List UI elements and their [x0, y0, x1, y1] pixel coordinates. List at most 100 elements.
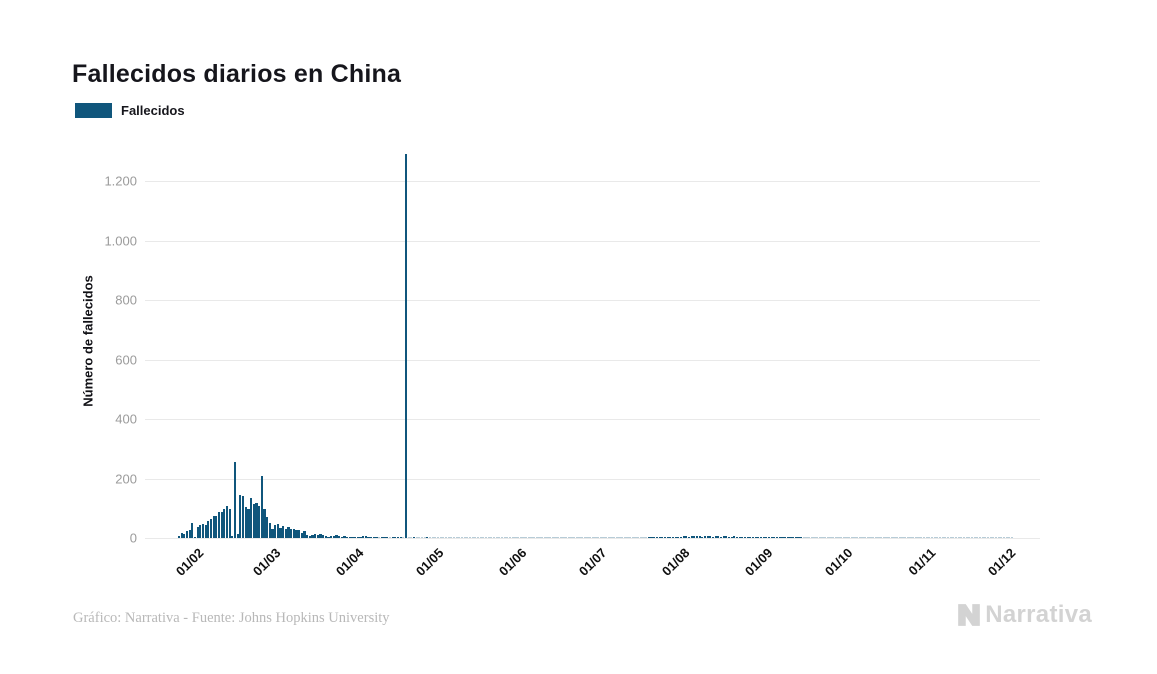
- bar: [615, 537, 618, 538]
- bar: [231, 535, 234, 538]
- bar: [383, 537, 386, 538]
- y-tick-label: 800: [115, 292, 137, 308]
- bar: [468, 537, 472, 538]
- bar: [717, 536, 720, 538]
- bar: [412, 537, 416, 538]
- bar: [783, 537, 787, 538]
- bar: [191, 523, 194, 538]
- bar: [1000, 537, 1003, 538]
- bar: [565, 537, 568, 538]
- bar: [338, 535, 341, 538]
- bar: [981, 537, 984, 538]
- bar: [805, 537, 808, 538]
- bar: [706, 535, 709, 538]
- bar: [274, 524, 277, 538]
- bar: [522, 537, 525, 538]
- bar: [698, 536, 701, 538]
- bar: [813, 537, 816, 538]
- bar: [797, 537, 800, 538]
- bar: [597, 537, 600, 538]
- bar: [722, 535, 725, 538]
- bar: [687, 536, 691, 538]
- bar: [516, 537, 520, 538]
- bar: [866, 537, 869, 538]
- bar: [816, 537, 819, 538]
- bar: [701, 536, 704, 538]
- bar: [626, 537, 629, 538]
- bar: [840, 537, 843, 538]
- bar: [960, 537, 963, 538]
- bar: [434, 537, 437, 538]
- bar: [370, 537, 373, 538]
- bar: [279, 527, 282, 538]
- bar: [541, 537, 544, 538]
- bar: [314, 534, 317, 538]
- bar: [586, 537, 589, 538]
- source-credit: Gráfico: Narrativa - Fuente: Johns Hopki…: [73, 610, 390, 626]
- bar: [290, 528, 293, 538]
- bar: [637, 537, 640, 538]
- bar: [848, 537, 851, 538]
- bar: [882, 537, 885, 538]
- bar: [583, 537, 586, 538]
- bar: [978, 537, 982, 538]
- bar: [335, 535, 338, 538]
- bar: [492, 537, 496, 538]
- bar: [354, 536, 357, 538]
- bar: [484, 537, 488, 538]
- bar: [500, 537, 504, 538]
- bar: [824, 537, 827, 538]
- bar: [759, 537, 763, 538]
- bar: [904, 537, 907, 538]
- bar: [671, 536, 675, 538]
- bar: [872, 537, 875, 538]
- bar: [922, 537, 926, 538]
- bar: [367, 536, 370, 538]
- bar: [877, 537, 880, 538]
- bar: [685, 535, 688, 538]
- bar: [682, 536, 685, 538]
- gridline: [145, 359, 1040, 361]
- bar: [800, 537, 803, 538]
- bar: [573, 537, 576, 538]
- bar: [928, 537, 931, 538]
- bar: [575, 537, 578, 538]
- bar: [930, 537, 934, 538]
- y-tick-label: 0: [129, 530, 137, 546]
- bar: [808, 537, 811, 538]
- bar: [781, 537, 784, 538]
- bar: [746, 537, 749, 538]
- bar: [775, 537, 779, 538]
- bar: [693, 536, 696, 538]
- bar: [530, 537, 533, 538]
- bar: [386, 537, 389, 538]
- bar: [188, 530, 191, 538]
- bar: [992, 537, 995, 538]
- bar: [1002, 537, 1006, 538]
- bar: [292, 529, 295, 538]
- bar: [613, 537, 616, 538]
- bar: [418, 537, 421, 538]
- bar: [925, 537, 928, 538]
- bar: [223, 509, 226, 538]
- bar: [679, 536, 683, 538]
- bar: [909, 537, 912, 538]
- bar: [533, 537, 536, 538]
- bar: [311, 534, 314, 538]
- bar: [201, 524, 205, 538]
- bar: [348, 537, 351, 538]
- bar: [738, 537, 741, 538]
- bar: [663, 536, 667, 538]
- bar: [976, 537, 979, 538]
- bar: [709, 536, 712, 538]
- bar: [332, 536, 335, 538]
- bar: [271, 529, 274, 538]
- bar: [901, 537, 904, 538]
- bar: [621, 537, 624, 538]
- bar: [690, 535, 693, 538]
- bar: [578, 537, 581, 538]
- bar: [420, 537, 424, 538]
- bar: [853, 537, 856, 538]
- bar: [378, 537, 381, 538]
- bar: [276, 524, 279, 538]
